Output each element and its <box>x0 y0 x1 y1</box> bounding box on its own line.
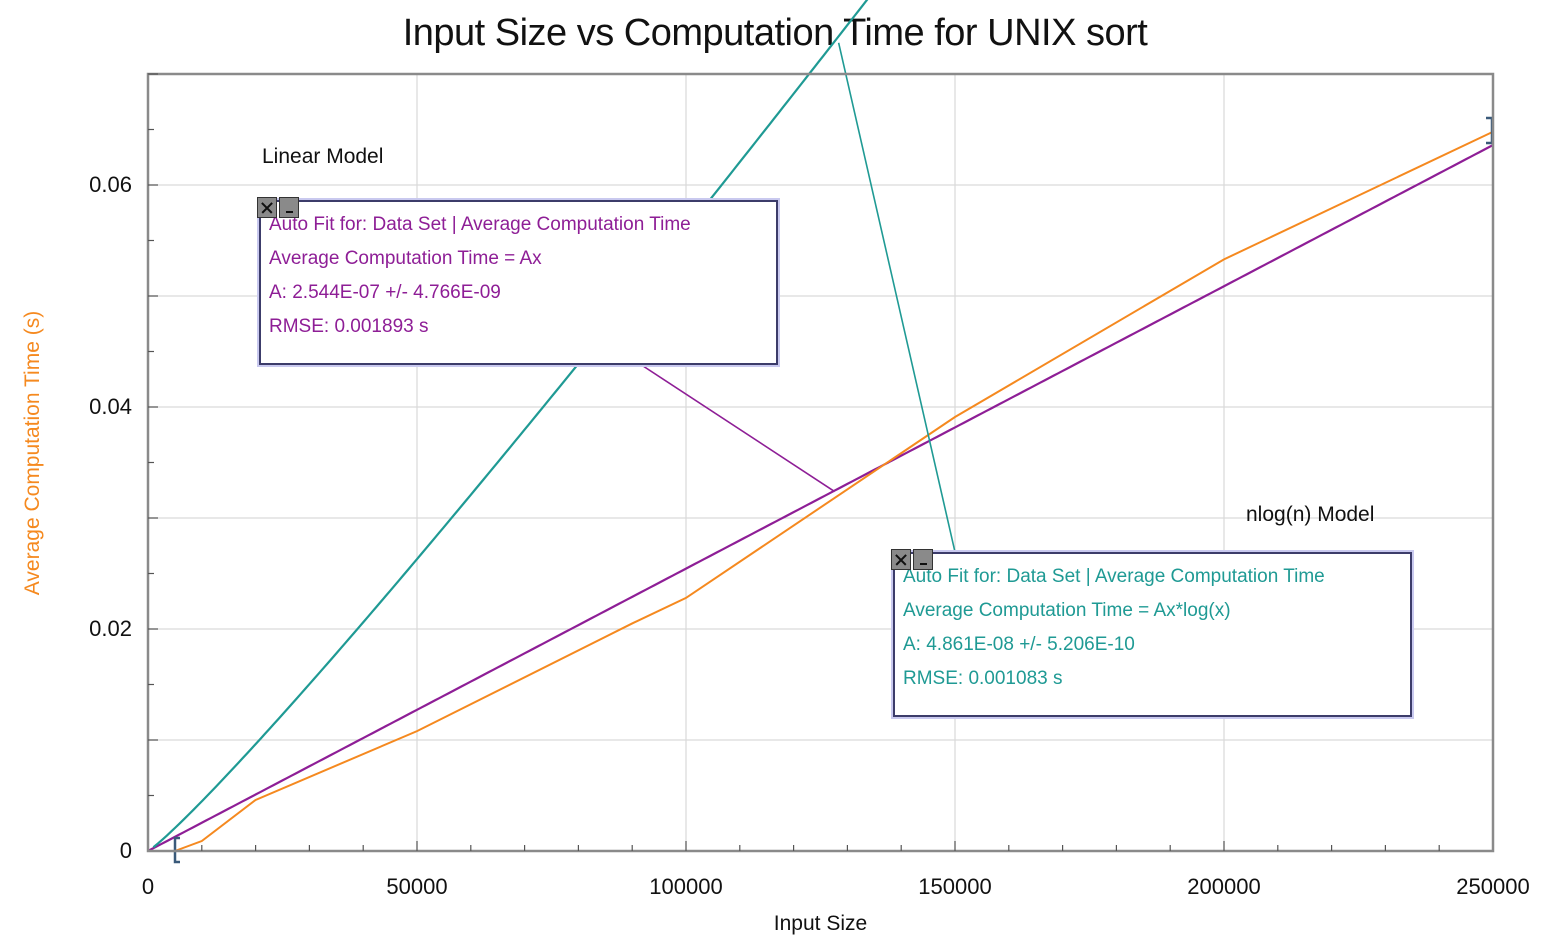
linear-fit-leader <box>639 363 836 493</box>
data-series-line <box>174 130 1494 852</box>
y-axis-label: Average Computation Time (s) <box>21 310 44 596</box>
x-tick-label: 0 <box>141 874 155 899</box>
grid <box>148 74 1493 851</box>
x-tick-label: 150000 <box>918 874 992 899</box>
nlogn-fit-box-controls <box>891 549 933 570</box>
chart-title: Input Size vs Computation Time for UNIX … <box>402 12 1148 54</box>
series-layer <box>147 0 1494 864</box>
plot-frame <box>146 72 1495 853</box>
plot-border <box>146 72 1495 853</box>
minimize-icon[interactable] <box>279 197 299 218</box>
linear-fit-box-controls <box>257 197 299 218</box>
nlogn-fit-leader <box>837 42 956 553</box>
nlogn-fit-box[interactable]: Auto Fit for: Data Set | Average Computa… <box>891 549 1412 717</box>
x-tick-label: 200000 <box>1187 874 1261 899</box>
x-tick-label: 50000 <box>386 874 448 899</box>
linear-fit-heading: Auto Fit for: Data Set | Average Computa… <box>269 214 691 235</box>
linear-fit-line <box>147 144 1494 852</box>
nlogn-fit-line <box>152 0 869 849</box>
x-axis-label: Input Size <box>773 912 868 935</box>
y-tick-label: 0 <box>119 838 132 863</box>
minimize-icon[interactable] <box>913 549 933 570</box>
nlogn-fit-rmse: RMSE: 0.001083 s <box>903 668 1063 689</box>
y-tick-label: 0.04 <box>89 394 132 419</box>
y-tick-label: 0.02 <box>89 616 132 641</box>
range-bracket-right <box>1486 116 1494 145</box>
linear-fit-rmse: RMSE: 0.001893 s <box>269 316 429 337</box>
linear-fit-param: A: 2.544E-07 +/- 4.766E-09 <box>269 282 501 303</box>
nlogn-model-label: nlog(n) Model <box>1246 503 1375 526</box>
linear-fit-equation: Average Computation Time = Ax <box>269 248 542 269</box>
x-tick-label: 250000 <box>1456 874 1530 899</box>
nlogn-fit-param: A: 4.861E-08 +/- 5.206E-10 <box>903 634 1135 655</box>
linear-fit-box[interactable]: Auto Fit for: Data Set | Average Computa… <box>257 197 778 365</box>
close-icon[interactable] <box>891 549 911 570</box>
leader-lines <box>639 42 956 553</box>
nlogn-fit-equation: Average Computation Time = Ax*log(x) <box>903 600 1231 621</box>
linear-model-label: Linear Model <box>262 145 384 168</box>
x-tick-label: 100000 <box>649 874 723 899</box>
y-tick-label: 0.06 <box>89 172 132 197</box>
close-icon[interactable] <box>257 197 277 218</box>
nlogn-fit-heading: Auto Fit for: Data Set | Average Computa… <box>903 566 1325 587</box>
